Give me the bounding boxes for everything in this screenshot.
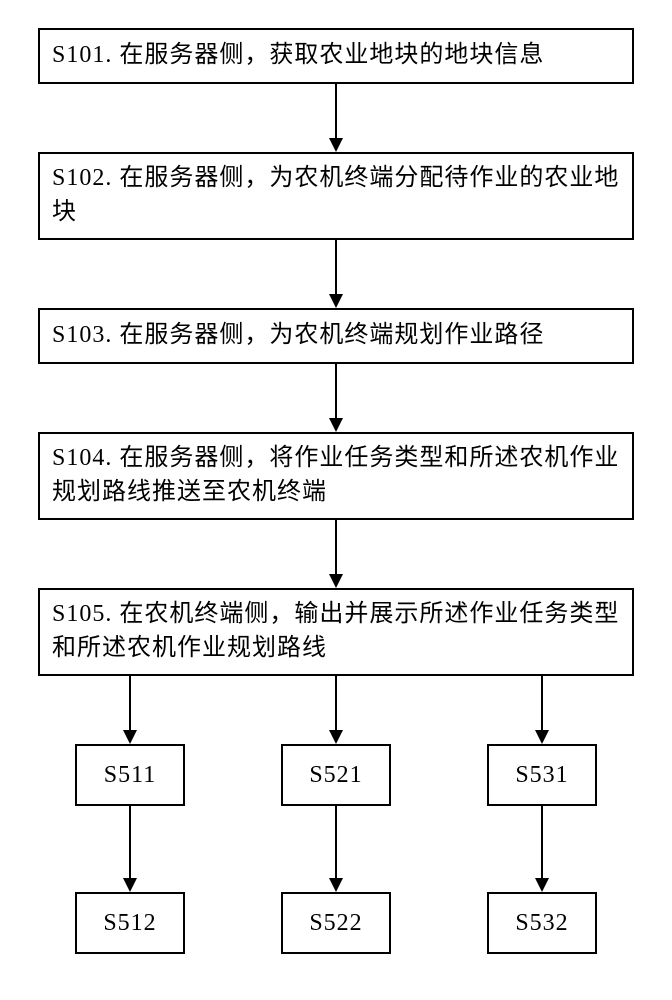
flow-node-s511: S511 [75, 744, 185, 806]
edge-arrowhead [329, 138, 343, 152]
flow-node-text: S101. 在服务器侧，获取农业地块的地块信息 [52, 39, 544, 73]
flow-node-s512: S512 [75, 892, 185, 954]
edge-arrowhead [329, 418, 343, 432]
edge-arrowhead [329, 574, 343, 588]
flow-node-s521: S521 [281, 744, 391, 806]
edge-arrowhead [123, 878, 137, 892]
flow-node-s104: S104. 在服务器侧，将作业任务类型和所述农机作业规划路线推送至农机终端 [38, 432, 634, 520]
flow-node-label: S531 [515, 762, 568, 789]
flow-node-label: S522 [309, 910, 362, 937]
flow-node-text: S105. 在农机终端侧，输出并展示所述作业任务类型和所述农机作业规划路线 [52, 598, 620, 665]
flow-node-s531: S531 [487, 744, 597, 806]
flow-node-s522: S522 [281, 892, 391, 954]
flow-node-text: S103. 在服务器侧，为农机终端规划作业路径 [52, 319, 544, 353]
flow-node-s532: S532 [487, 892, 597, 954]
flow-node-s101: S101. 在服务器侧，获取农业地块的地块信息 [38, 28, 634, 84]
flow-node-s105: S105. 在农机终端侧，输出并展示所述作业任务类型和所述农机作业规划路线 [38, 588, 634, 676]
flow-node-text: S104. 在服务器侧，将作业任务类型和所述农机作业规划路线推送至农机终端 [52, 442, 620, 509]
edge-arrowhead [535, 730, 549, 744]
edge-arrowhead [329, 878, 343, 892]
flow-node-label: S511 [104, 762, 156, 789]
edge-arrowhead [535, 878, 549, 892]
edge-arrowhead [123, 730, 137, 744]
edge-arrowhead [329, 294, 343, 308]
flow-node-text: S102. 在服务器侧，为农机终端分配待作业的农业地块 [52, 162, 620, 229]
flow-node-label: S532 [515, 910, 568, 937]
flow-node-label: S512 [103, 910, 156, 937]
flow-node-s103: S103. 在服务器侧，为农机终端规划作业路径 [38, 308, 634, 364]
edge-arrowhead [329, 730, 343, 744]
flow-node-s102: S102. 在服务器侧，为农机终端分配待作业的农业地块 [38, 152, 634, 240]
flow-node-label: S521 [309, 762, 362, 789]
